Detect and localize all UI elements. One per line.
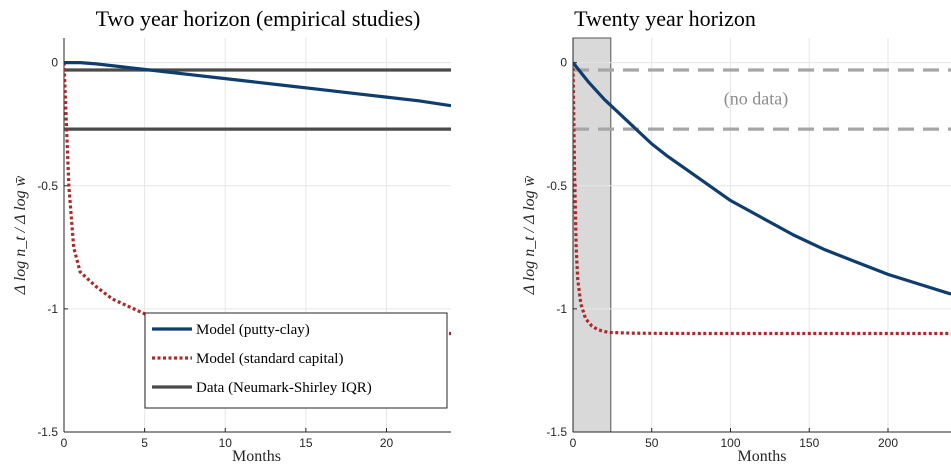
y-tick-label: -0.5 [37,179,58,193]
plot-series-group [573,61,951,336]
legend-label: Model (standard capital) [196,351,343,367]
chart-title: Twenty year horizon [574,6,756,31]
series-putty-clay-line [573,61,951,296]
x-tick-label: 0 [61,436,68,450]
series-standard-capital-line [64,62,451,336]
series-putty-clay-line [64,61,451,108]
x-tick-label: 0 [570,436,577,450]
y-tick-label: -1.5 [37,425,58,439]
x-tick-label: 100 [720,436,740,450]
y-tick-label: -1 [556,302,567,316]
x-tick-label: 5 [141,436,148,450]
x-tick-label: 10 [219,436,233,450]
chart-panel-1: 0 5 10 15 20 0 -0.5 -1 -1.5 Two year horizon (emp… [12,6,451,465]
x-tick-label: 150 [799,436,819,450]
y-tick-label: -1 [47,302,58,316]
legend-label: Data (Neumark-Shirley IQR) [196,380,372,396]
x-axis-label: Months [738,448,787,465]
x-tick-label: 20 [380,436,394,450]
legend-box [144,312,448,409]
legend-label: Model (putty-clay) [196,322,310,338]
x-tick-label: 15 [299,436,313,450]
y-tick-label: 0 [51,56,58,70]
shaded-region [572,37,612,433]
y-axis-label: Δ log n_t / Δ log w̄ [521,175,538,295]
y-tick-label: -0.5 [546,179,567,193]
no-data-annotation: (no data) [724,89,788,110]
plot-series-group [64,61,451,336]
y-axis-label: Δ log n_t / Δ log w̄ [12,175,29,295]
legend: Model (putty-clay) Model (standard capita… [144,312,448,409]
series-standard-capital-line [573,62,951,336]
chart-title: Two year horizon (empirical studies) [96,6,421,31]
x-tick-label: 50 [645,436,659,450]
y-tick-label: 0 [560,56,567,70]
chart-panel-2: 0 50 100 150 200 0 -0.5 -1 -1.5 Twenty year horiz… [521,6,951,465]
x-axis-label: Months [232,448,281,465]
x-tick-label: 200 [878,436,898,450]
y-tick-label: -1.5 [546,425,567,439]
